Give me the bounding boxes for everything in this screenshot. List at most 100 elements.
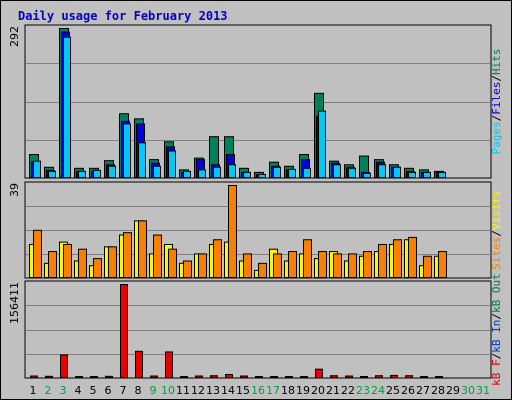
bar-pages-day-16 [258,173,266,178]
x-tick-label-day-17: 17 [266,384,280,397]
bar-pages-day-2 [48,170,56,178]
bar-pages-day-10 [168,150,176,179]
side-legend-part: / [490,230,503,237]
bar-kb-f-day-15 [240,375,248,378]
side-legend-part: / [490,75,503,82]
bar-sites-day-12 [198,253,207,279]
bar-sites-day-28 [438,251,447,279]
x-tick-label-day-29: 29 [446,384,460,397]
side-legend-part: kB Out [490,273,503,313]
bar-kb-f-day-24 [375,375,383,379]
x-tick-label-day-26: 26 [401,384,415,397]
bar-pages-day-19 [303,167,311,178]
x-tick-label-day-24: 24 [371,384,385,397]
x-tick-label-day-4: 4 [75,384,82,397]
x-tick-label-day-30: 30 [461,384,475,397]
bar-sites-day-13 [213,239,222,278]
x-tick-label-day-3: 3 [60,384,67,397]
x-tick-label-day-22: 22 [341,384,355,397]
x-tick-label-day-2: 2 [45,384,52,397]
bar-kb-f-day-10 [165,351,173,378]
bar-pages-day-11 [183,170,191,178]
bar-pages-day-13 [213,166,221,179]
x-tick-label-day-12: 12 [191,384,205,397]
bar-sites-day-14 [228,185,237,278]
bar-pages-day-25 [393,166,401,179]
bar-sites-day-15 [243,253,252,279]
bar-sites-day-16 [258,262,267,279]
x-tick-label-day-16: 16 [251,384,265,397]
plot-panel-kbytes [24,280,492,379]
x-tick-label-day-9: 9 [150,384,157,397]
bar-pages-day-27 [423,171,431,179]
bar-kb-f-day-23 [360,376,368,378]
bar-sites-day-23 [363,251,372,279]
x-tick-label-day-19: 19 [296,384,310,397]
bar-pages-day-14 [228,164,236,178]
bar-kb-f-day-9 [150,375,158,378]
side-legend-part: / [490,313,503,320]
x-tick-label-day-27: 27 [416,384,430,397]
bar-sites-day-3 [63,243,72,279]
bar-pages-day-20 [318,110,326,178]
bar-sites-day-22 [348,253,357,279]
x-tick-label-day-21: 21 [326,384,340,397]
x-tick-label-day-7: 7 [120,384,127,397]
bar-kb-f-day-18 [285,376,293,378]
bar-sites-day-11 [183,260,192,279]
bar-pages-day-5 [93,169,101,179]
side-legend-kbytes: kB F/kB In/kB Out [490,273,503,386]
plot-panel-hits_files_pages [24,24,492,179]
bar-kb-f-day-11 [180,376,188,378]
bar-pages-day-6 [108,165,116,178]
bar-kb-f-day-6 [105,375,113,378]
bar-pages-day-12 [198,169,206,178]
bar-kb-f-day-26 [405,375,413,379]
side-legend-part: Files [490,82,503,115]
side-legend-part: / [490,115,503,122]
x-tick-label-day-10: 10 [161,384,175,397]
bar-kb-f-day-7 [120,284,128,378]
bar-sites-day-25 [393,239,402,278]
x-tick-label-day-20: 20 [311,384,325,397]
bar-sites-day-18 [288,251,297,279]
bar-kb-f-day-22 [345,375,353,378]
bar-sites-day-6 [108,246,117,278]
x-tick-label-day-23: 23 [356,384,370,397]
bar-sites-day-21 [333,253,342,279]
bar-pages-day-8 [138,142,146,179]
side-legend-visits_sites: Sites/Visits [490,190,503,270]
side-legend-part: Visits [490,190,503,230]
side-legend-part: Pages [490,121,503,154]
bar-sites-day-17 [273,253,282,279]
x-tick-label-day-25: 25 [386,384,400,397]
bar-pages-day-21 [333,164,341,178]
bar-kb-f-day-14 [225,374,233,379]
bar-sites-day-1 [33,229,42,278]
side-legend-hits_files_pages: Pages/Files/Hits [490,49,503,155]
bar-kb-f-day-3 [60,354,68,378]
bar-sites-day-5 [93,258,102,278]
bar-pages-day-9 [153,165,161,178]
bar-sites-day-7 [123,232,132,279]
y-max-label: 292 [8,26,21,47]
bar-sites-day-8 [138,220,147,278]
x-tick-label-day-5: 5 [90,384,97,397]
bar-pages-day-23 [363,172,371,178]
side-legend-part: Sites [490,237,503,270]
bar-sites-day-2 [48,251,57,279]
bar-kb-f-day-12 [195,375,203,378]
bar-sites-day-19 [303,239,312,278]
bar-kb-f-day-13 [210,375,218,379]
x-tick-label-day-18: 18 [281,384,295,397]
x-tick-label-day-13: 13 [206,384,220,397]
x-tick-label-day-15: 15 [236,384,250,397]
bar-kb-f-day-16 [255,376,263,378]
bar-pages-day-28 [438,171,446,179]
bar-kb-f-day-19 [300,376,308,378]
bar-pages-day-17 [273,166,281,179]
bar-kb-f-day-27 [420,376,428,378]
bar-pages-day-24 [378,164,386,178]
x-tick-label-day-8: 8 [135,384,142,397]
